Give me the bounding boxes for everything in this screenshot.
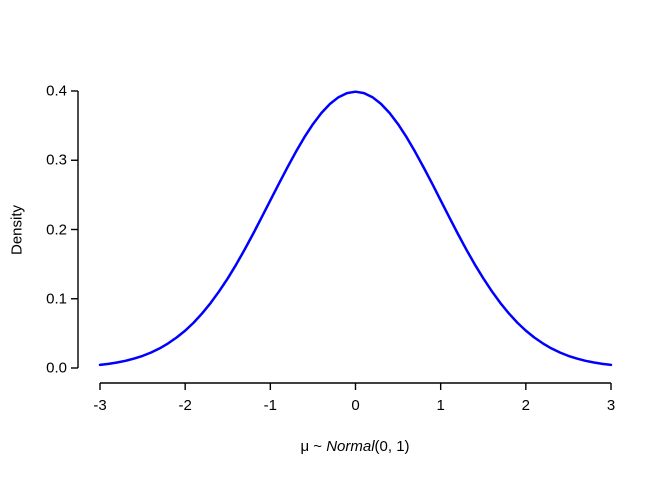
density-curve: [98, 90, 613, 367]
x-axis-label: μ ~ Normal(0, 1): [300, 438, 409, 455]
x-tick-label: -1: [263, 397, 277, 414]
y-axis-label: Density: [8, 204, 26, 256]
x-tick-label: -3: [93, 397, 107, 414]
y-tick-label: 0.4: [46, 82, 67, 100]
x-tick-label: 1: [436, 397, 445, 414]
y-tick-label: 0.1: [46, 290, 67, 308]
x-tick-label: -2: [178, 397, 192, 414]
x-tick-label: 0: [351, 397, 360, 414]
y-tick-label: 0.0: [46, 359, 67, 377]
y-tick-label: 0.3: [46, 151, 67, 169]
x-tick-label: 3: [606, 397, 616, 414]
x-axis-label-mu: μ ~: [300, 438, 327, 455]
y-tick-label: 0.2: [46, 221, 67, 238]
x-axis-label-distribution: Normal: [326, 438, 375, 455]
x-axis-label-params: (0, 1): [374, 438, 410, 455]
x-tick-label: 2: [521, 397, 530, 414]
